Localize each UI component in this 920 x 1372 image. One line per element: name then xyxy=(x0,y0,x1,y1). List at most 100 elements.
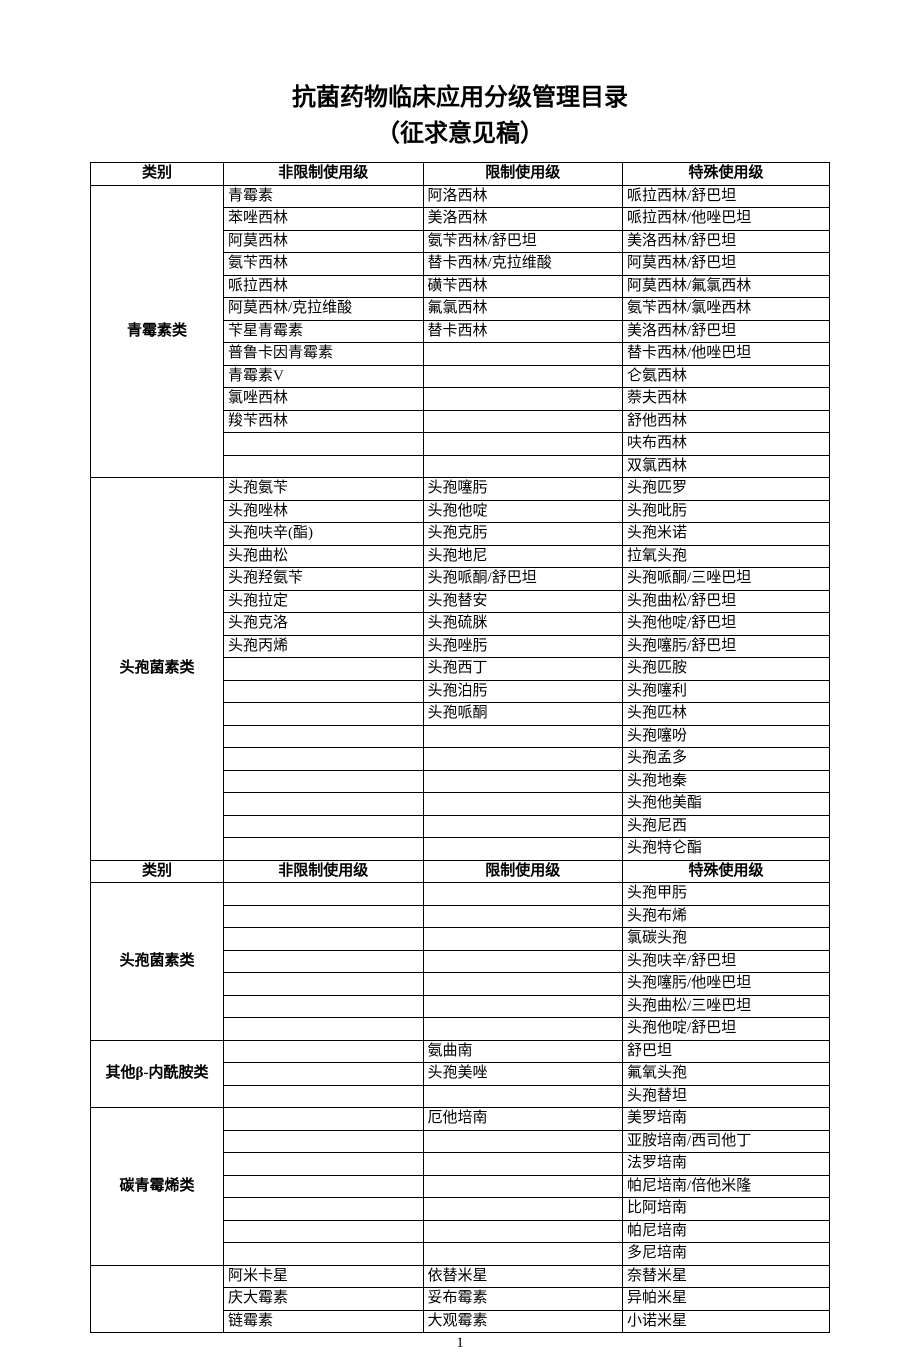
data-cell: 头孢他啶 xyxy=(423,500,623,523)
data-cell: 奈替米星 xyxy=(623,1265,830,1288)
table-header-row: 类别 非限制使用级 限制使用级 特殊使用级 xyxy=(91,163,830,186)
data-cell: 头孢噻肟/舒巴坦 xyxy=(623,635,830,658)
data-cell xyxy=(423,1130,623,1153)
data-cell: 替卡西林 xyxy=(423,320,623,343)
category-cell: 碳青霉烯类 xyxy=(91,1108,224,1266)
data-cell: 头孢羟氨苄 xyxy=(224,568,424,591)
table-header-row-repeat: 类别非限制使用级限制使用级特殊使用级 xyxy=(91,860,830,883)
data-cell xyxy=(224,433,424,456)
data-cell: 阿洛西林 xyxy=(423,185,623,208)
data-cell: 妥布霉素 xyxy=(423,1288,623,1311)
data-cell: 苯唑西林 xyxy=(224,208,424,231)
data-cell xyxy=(224,1040,424,1063)
data-cell: 亚胺培南/西司他丁 xyxy=(623,1130,830,1153)
data-cell: 头孢拉定 xyxy=(224,590,424,613)
data-cell: 庆大霉素 xyxy=(224,1288,424,1311)
data-cell: 普鲁卡因青霉素 xyxy=(224,343,424,366)
data-cell: 美洛西林/舒巴坦 xyxy=(623,230,830,253)
data-cell: 头孢米诺 xyxy=(623,523,830,546)
data-cell: 哌拉西林/他唑巴坦 xyxy=(623,208,830,231)
data-cell: 头孢美唑 xyxy=(423,1063,623,1086)
data-cell xyxy=(423,1018,623,1041)
data-cell xyxy=(224,455,424,478)
data-cell: 头孢他啶/舒巴坦 xyxy=(623,1018,830,1041)
data-cell: 链霉素 xyxy=(224,1310,424,1333)
data-cell xyxy=(224,748,424,771)
data-cell: 头孢尼西 xyxy=(623,815,830,838)
data-cell xyxy=(423,838,623,861)
data-cell: 头孢布烯 xyxy=(623,905,830,928)
data-cell xyxy=(423,950,623,973)
data-cell xyxy=(224,793,424,816)
data-cell xyxy=(423,433,623,456)
data-cell: 氟氯西林 xyxy=(423,298,623,321)
data-cell: 法罗培南 xyxy=(623,1153,830,1176)
data-cell xyxy=(423,343,623,366)
data-cell xyxy=(423,770,623,793)
data-cell xyxy=(224,725,424,748)
data-cell xyxy=(224,703,424,726)
data-cell: 替卡西林/克拉维酸 xyxy=(423,253,623,276)
data-cell: 异帕米星 xyxy=(623,1288,830,1311)
data-cell xyxy=(224,680,424,703)
data-cell: 美洛西林/舒巴坦 xyxy=(623,320,830,343)
data-cell: 帕尼培南 xyxy=(623,1220,830,1243)
drug-classification-table: 类别 非限制使用级 限制使用级 特殊使用级 青霉素类青霉素阿洛西林哌拉西林/舒巴… xyxy=(90,162,830,1333)
data-cell: 头孢唑肟 xyxy=(423,635,623,658)
col-special: 特殊使用级 xyxy=(623,860,830,883)
data-cell xyxy=(423,1198,623,1221)
data-cell: 氨苄西林/舒巴坦 xyxy=(423,230,623,253)
data-cell xyxy=(423,995,623,1018)
data-cell: 头孢氨苄 xyxy=(224,478,424,501)
data-cell xyxy=(423,1243,623,1266)
data-cell: 头孢哌酮/舒巴坦 xyxy=(423,568,623,591)
data-cell xyxy=(423,1085,623,1108)
data-cell xyxy=(224,1220,424,1243)
data-cell: 头孢唑林 xyxy=(224,500,424,523)
data-cell: 头孢哌酮/三唑巴坦 xyxy=(623,568,830,591)
data-cell: 阿莫西林/氟氯西林 xyxy=(623,275,830,298)
data-cell xyxy=(423,410,623,433)
data-cell: 头孢西丁 xyxy=(423,658,623,681)
data-cell: 头孢呋辛(酯) xyxy=(224,523,424,546)
data-cell: 拉氧头孢 xyxy=(623,545,830,568)
data-cell: 阿米卡星 xyxy=(224,1265,424,1288)
data-cell xyxy=(224,815,424,838)
data-cell xyxy=(224,1063,424,1086)
data-cell: 萘夫西林 xyxy=(623,388,830,411)
category-cell: 头孢菌素类 xyxy=(91,478,224,861)
data-cell: 头孢噻利 xyxy=(623,680,830,703)
data-cell: 美洛西林 xyxy=(423,208,623,231)
data-cell xyxy=(224,905,424,928)
col-category: 类别 xyxy=(91,163,224,186)
data-cell: 阿莫西林/舒巴坦 xyxy=(623,253,830,276)
data-cell: 氨苄西林 xyxy=(224,253,424,276)
data-cell: 阿莫西林/克拉维酸 xyxy=(224,298,424,321)
table-row: 头孢菌素类头孢甲肟 xyxy=(91,883,830,906)
col-special: 特殊使用级 xyxy=(623,163,830,186)
data-cell: 依替米星 xyxy=(423,1265,623,1288)
data-cell xyxy=(423,388,623,411)
data-cell xyxy=(224,838,424,861)
data-cell: 头孢地秦 xyxy=(623,770,830,793)
category-cell xyxy=(91,1265,224,1333)
data-cell xyxy=(224,950,424,973)
data-cell: 比阿培南 xyxy=(623,1198,830,1221)
data-cell xyxy=(423,973,623,996)
data-cell: 头孢他啶/舒巴坦 xyxy=(623,613,830,636)
data-cell: 头孢替坦 xyxy=(623,1085,830,1108)
data-cell xyxy=(224,1108,424,1131)
data-cell: 氟氧头孢 xyxy=(623,1063,830,1086)
data-cell: 仑氨西林 xyxy=(623,365,830,388)
col-unrestricted: 非限制使用级 xyxy=(224,860,424,883)
table-row: 阿米卡星依替米星奈替米星 xyxy=(91,1265,830,1288)
data-cell xyxy=(423,815,623,838)
data-cell xyxy=(224,973,424,996)
data-cell: 头孢特仑酯 xyxy=(623,838,830,861)
data-cell: 羧苄西林 xyxy=(224,410,424,433)
data-cell: 多尼培南 xyxy=(623,1243,830,1266)
table-row: 其他β-内酰胺类氨曲南舒巴坦 xyxy=(91,1040,830,1063)
col-unrestricted: 非限制使用级 xyxy=(224,163,424,186)
data-cell: 头孢丙烯 xyxy=(224,635,424,658)
data-cell: 呋布西林 xyxy=(623,433,830,456)
